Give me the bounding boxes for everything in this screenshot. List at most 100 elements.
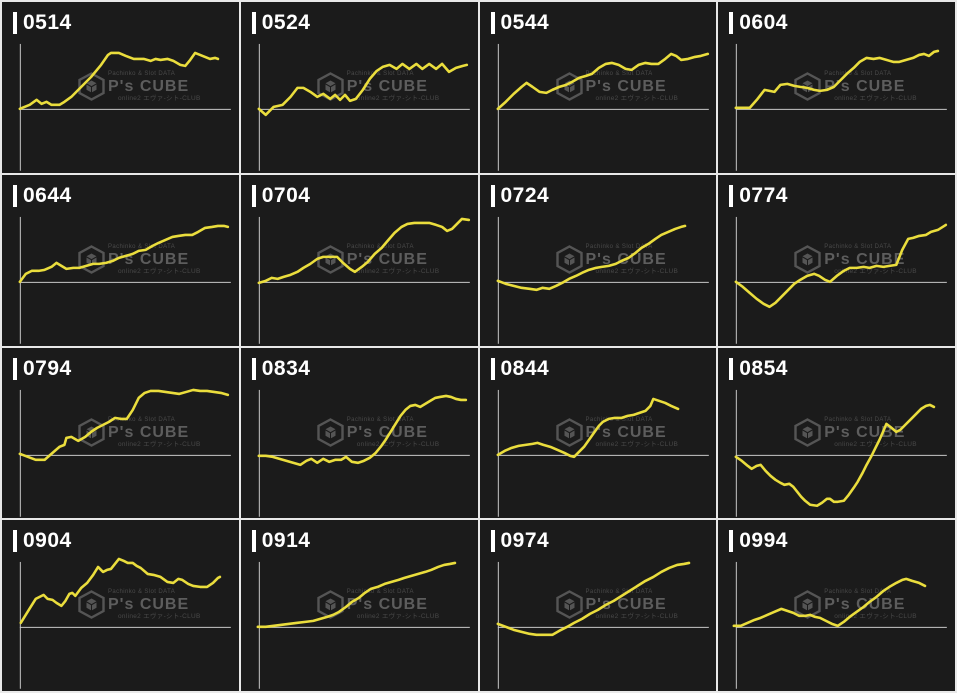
machine-number-label: 0604	[729, 12, 788, 34]
machine-chart-cell[interactable]: 0724 Pachinko & Slot DATA P's CUBE onlin…	[479, 174, 717, 346]
watermark-tagline: Pachinko & Slot DATA	[824, 589, 892, 596]
machine-number-label: 0544	[490, 11, 550, 34]
label-accent-bar	[13, 12, 17, 34]
payout-polyline	[256, 561, 457, 629]
payout-polyline	[734, 49, 940, 110]
machine-chart-cell[interactable]: 0774 Pachinko & Slot DATA P's CUBE onlin…	[718, 174, 955, 346]
watermark-tagline: Pachinko & Slot DATA	[346, 71, 414, 77]
machine-number-label: 0724	[490, 183, 550, 207]
ps-cube-watermark: Pachinko & Slot DATA P's CUBE online2 エヴ…	[78, 416, 201, 449]
machine-chart-cell[interactable]: 0794 Pachinko & Slot DATA P's CUBE onlin…	[2, 347, 239, 519]
machine-chart-cell[interactable]: 0524 Pachinko & Slot DATA P's CUBE onlin…	[240, 2, 478, 173]
label-accent-bar	[729, 12, 734, 34]
machine-number: 0644	[23, 183, 72, 207]
payout-line-chart	[257, 389, 470, 517]
machine-number: 0604	[739, 11, 788, 34]
watermark-text-block: Pachinko & Slot DATA P's CUBE online2 エヴ…	[347, 416, 440, 449]
payout-line-chart	[734, 389, 948, 517]
machine-chart-cell[interactable]: 0994 Pachinko & Slot DATA P's CUBE onlin…	[718, 520, 955, 691]
watermark-tagline: Pachinko & Slot DATA	[824, 243, 892, 250]
machine-chart-cell[interactable]: 0914 Pachinko & Slot DATA P's CUBE onlin…	[240, 520, 478, 691]
ps-cube-hexagon-logo-icon	[794, 244, 821, 274]
machine-chart-cell[interactable]: 0974 Pachinko & Slot DATA P's CUBE onlin…	[479, 520, 717, 691]
machine-number: 0844	[500, 356, 550, 380]
payout-line-chart	[18, 43, 231, 171]
ps-cube-watermark: Pachinko & Slot DATA P's CUBE online2 エヴ…	[794, 70, 917, 103]
watermark-tagline: Pachinko & Slot DATA	[585, 589, 653, 596]
payout-line-chart	[18, 216, 231, 344]
watermark-tagline: Pachinko & Slot DATA	[108, 243, 176, 250]
watermark-text-block: Pachinko & Slot DATA P's CUBE online2 エヴ…	[824, 70, 917, 103]
watermark-subtitle: online2 エヴァ-シト-CLUB	[356, 440, 440, 448]
label-accent-bar	[13, 357, 17, 380]
machine-chart-cell[interactable]: 0844 Pachinko & Slot DATA P's CUBE onlin…	[479, 347, 717, 519]
payout-polyline	[19, 557, 222, 625]
payout-line-chart	[257, 216, 470, 344]
watermark-brand: P's CUBE	[824, 596, 906, 614]
machine-chart-cell[interactable]: 0644 Pachinko & Slot DATA P's CUBE onlin…	[2, 174, 239, 346]
ps-cube-watermark: Pachinko & Slot DATA P's CUBE online2 エヴ…	[317, 416, 440, 449]
ps-cube-hexagon-logo-icon	[317, 417, 344, 447]
watermark-subtitle: online2 エヴァ-シト-CLUB	[834, 613, 917, 621]
ps-cube-watermark: Pachinko & Slot DATA P's CUBE online2 エヴ…	[78, 588, 201, 621]
watermark-subtitle: online2 エヴァ-シト-CLUB	[118, 267, 201, 275]
payout-polyline	[18, 224, 230, 283]
machine-number: 0854	[739, 356, 788, 380]
machine-number: 0994	[739, 529, 788, 553]
ps-cube-watermark: Pachinko & Slot DATA P's CUBE online2 エヴ…	[794, 243, 917, 276]
watermark-text-block: Pachinko & Slot DATA P's CUBE online2 エヴ…	[108, 416, 201, 449]
machine-number: 0904	[23, 529, 72, 553]
machine-number-label: 0994	[729, 529, 788, 553]
machine-number: 0544	[500, 11, 550, 34]
machine-chart-cell[interactable]: 0854 Pachinko & Slot DATA P's CUBE onlin…	[718, 347, 955, 519]
machine-number-label: 0974	[490, 529, 550, 553]
ps-cube-watermark: Pachinko & Slot DATA P's CUBE online2 エヴ…	[78, 70, 201, 103]
machine-number: 0514	[23, 11, 72, 34]
watermark-tagline: Pachinko & Slot DATA	[108, 71, 176, 77]
machine-chart-cell[interactable]: 0834 Pachinko & Slot DATA P's CUBE onlin…	[240, 347, 478, 519]
machine-number-label: 0774	[729, 183, 788, 207]
ps-cube-watermark: Pachinko & Slot DATA P's CUBE online2 エヴ…	[794, 588, 917, 621]
label-accent-bar	[490, 12, 495, 34]
label-accent-bar	[729, 530, 734, 553]
machine-number: 0974	[500, 529, 550, 553]
machine-number: 0724	[500, 183, 550, 207]
machine-number-label: 0794	[13, 356, 72, 380]
machine-number: 0794	[23, 356, 72, 380]
ps-cube-hexagon-logo-icon	[794, 417, 821, 447]
watermark-tagline: Pachinko & Slot DATA	[824, 416, 892, 423]
watermark-subtitle: online2 エヴァ-シト-CLUB	[595, 267, 679, 275]
watermark-tagline: Pachinko & Slot DATA	[824, 71, 892, 77]
machine-number: 0524	[261, 11, 311, 34]
watermark-subtitle: online2 エヴァ-シト-CLUB	[595, 95, 679, 102]
machine-chart-cell[interactable]: 0544 Pachinko & Slot DATA P's CUBE onlin…	[479, 2, 717, 173]
label-accent-bar	[729, 357, 734, 380]
machine-chart-cell[interactable]: 0604 Pachinko & Slot DATA P's CUBE onlin…	[718, 2, 955, 173]
watermark-tagline: Pachinko & Slot DATA	[585, 243, 653, 250]
machine-number: 0774	[739, 183, 788, 207]
watermark-subtitle: online2 エヴァ-シト-CLUB	[834, 440, 917, 448]
watermark-brand: P's CUBE	[346, 596, 428, 614]
watermark-brand: P's CUBE	[585, 596, 667, 614]
machine-number-label: 0514	[13, 12, 72, 34]
ps-cube-hexagon-logo-icon	[794, 590, 821, 620]
label-accent-bar	[251, 184, 256, 207]
watermark-text-block: Pachinko & Slot DATA P's CUBE online2 エヴ…	[108, 588, 201, 621]
payout-line-chart	[19, 557, 231, 690]
payout-line-chart	[496, 43, 709, 171]
watermark-brand: P's CUBE	[108, 423, 190, 441]
watermark-subtitle: online2 エヴァ-シト-CLUB	[118, 440, 201, 448]
watermark-brand: P's CUBE	[824, 78, 906, 95]
payout-line-chart	[496, 561, 709, 690]
machine-chart-cell[interactable]: 0514 Pachinko & Slot DATA P's CUBE onlin…	[2, 2, 239, 173]
machine-chart-cell[interactable]: 0904 Pachinko & Slot DATA P's CUBE onlin…	[2, 520, 239, 691]
watermark-subtitle: online2 エヴァ-シト-CLUB	[595, 440, 679, 448]
ps-cube-watermark: Pachinko & Slot DATA P's CUBE online2 エヴ…	[555, 70, 679, 103]
payout-line-chart	[496, 389, 709, 517]
payout-polyline	[257, 394, 467, 466]
payout-polyline	[496, 224, 686, 291]
ps-cube-hexagon-logo-icon	[555, 244, 583, 274]
watermark-tagline: Pachinko & Slot DATA	[585, 416, 653, 423]
payout-polyline	[732, 577, 927, 628]
machine-chart-cell[interactable]: 0704 Pachinko & Slot DATA P's CUBE onlin…	[240, 174, 478, 346]
